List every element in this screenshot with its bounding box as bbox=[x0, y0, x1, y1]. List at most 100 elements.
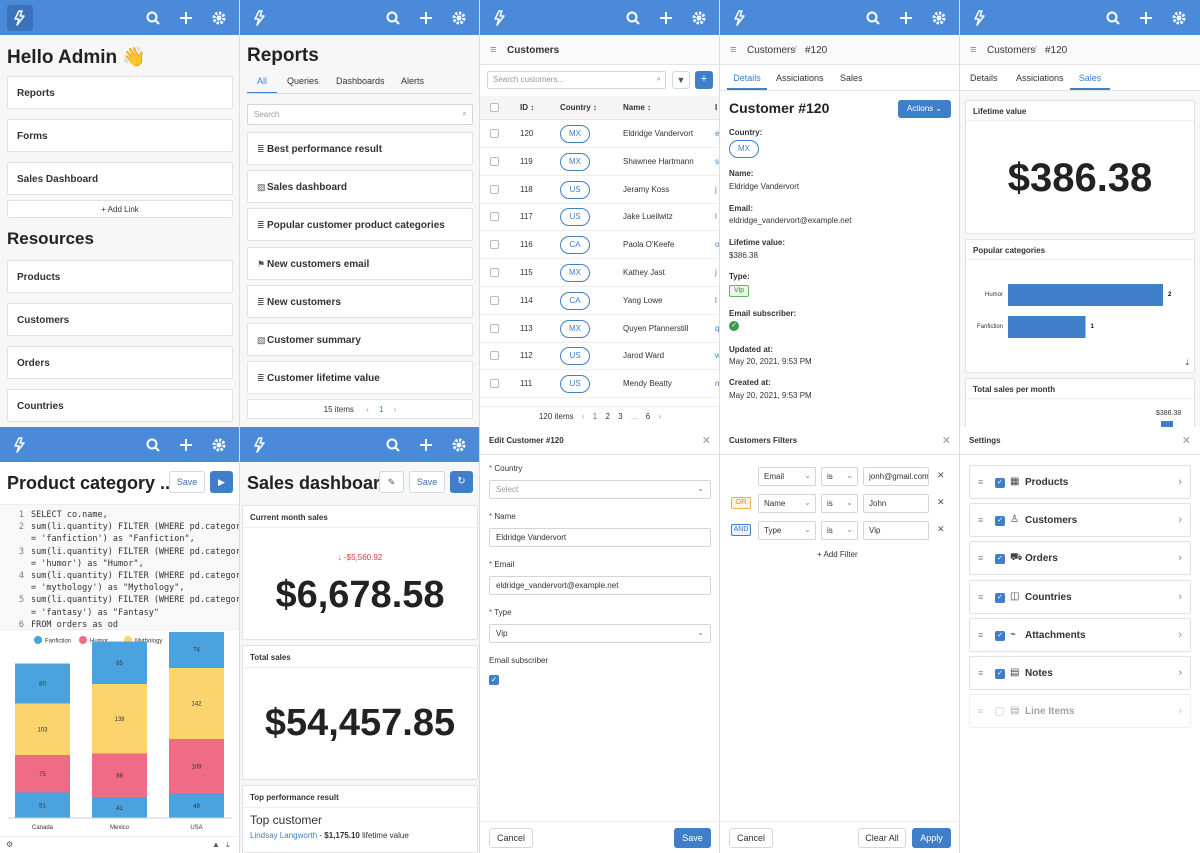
table-row[interactable]: 120 MX Eldridge Vandervort e bbox=[480, 120, 720, 148]
settings-checkbox[interactable]: ✓ bbox=[995, 592, 1005, 603]
row-checkbox[interactable] bbox=[490, 351, 499, 361]
plus-icon[interactable] bbox=[418, 437, 434, 453]
gear-icon[interactable] bbox=[1171, 10, 1187, 26]
chevron-right-icon[interactable]: › bbox=[1178, 552, 1182, 565]
tab-queries[interactable]: Queries bbox=[287, 76, 319, 86]
bell-icon[interactable]: ▲ bbox=[212, 840, 220, 849]
link-reports[interactable]: Reports bbox=[7, 76, 233, 109]
settings-checkbox[interactable]: ✓ bbox=[995, 669, 1005, 679]
drag-handle-icon[interactable]: ≡ bbox=[978, 706, 984, 717]
page-1[interactable]: 1 bbox=[592, 412, 598, 421]
bolt-icon[interactable] bbox=[247, 5, 273, 31]
cell-email[interactable]: j bbox=[715, 268, 717, 277]
cancel-button[interactable]: Cancel bbox=[489, 828, 533, 848]
download-icon[interactable]: ⤓ bbox=[1185, 358, 1189, 367]
table-row[interactable]: 116 CA Paola O'Keefe o bbox=[480, 231, 719, 260]
menu-icon[interactable]: ≡ bbox=[490, 44, 497, 56]
cell-email[interactable]: e bbox=[715, 129, 720, 138]
cell-email[interactable]: j bbox=[715, 184, 717, 194]
gear-icon[interactable]: ⚙ bbox=[6, 840, 14, 849]
resource-orders[interactable]: Orders bbox=[7, 346, 233, 379]
tab-sales[interactable]: Sales bbox=[1070, 73, 1110, 90]
settings-item[interactable]: ≡ ✓ ⛟ Orders › bbox=[969, 541, 1191, 576]
next-page-icon[interactable]: › bbox=[658, 412, 662, 421]
page-1[interactable]: 1 bbox=[379, 405, 384, 414]
save-button[interactable]: Save bbox=[169, 471, 205, 493]
breadcrumb-resource[interactable]: Customers bbox=[987, 45, 1036, 56]
breadcrumb-resource[interactable]: Customers bbox=[747, 45, 796, 56]
settings-checkbox[interactable]: ✓ bbox=[995, 554, 1005, 565]
settings-checkbox[interactable]: ✓ bbox=[995, 478, 1005, 488]
tab-alerts[interactable]: Alerts bbox=[401, 76, 425, 86]
filter-field-select[interactable]: Name ⌄ bbox=[758, 494, 816, 513]
cell-email[interactable]: l bbox=[715, 212, 717, 222]
cell-email[interactable]: q bbox=[715, 323, 720, 333]
drag-handle-icon[interactable]: ≡ bbox=[978, 629, 984, 640]
gear-icon[interactable] bbox=[211, 10, 227, 26]
close-icon[interactable]: ✕ bbox=[941, 435, 951, 447]
table-row[interactable]: 111 US Mendy Beatty m bbox=[480, 370, 719, 399]
report-item[interactable]: ⚑ New customers email bbox=[247, 246, 473, 280]
settings-item[interactable]: ≡ ✓ ▤ Notes › bbox=[969, 656, 1191, 690]
chevron-right-icon[interactable]: › bbox=[1178, 667, 1182, 679]
run-button[interactable]: ▶ bbox=[210, 471, 233, 493]
page-6[interactable]: 6 bbox=[645, 412, 651, 421]
resource-customers[interactable]: Customers bbox=[7, 303, 233, 336]
cell-email[interactable]: m bbox=[715, 379, 719, 388]
cancel-button[interactable]: Cancel bbox=[729, 828, 773, 848]
email-input[interactable]: eldridge_vandervort@example.net bbox=[489, 576, 711, 595]
add-customer-button[interactable]: + bbox=[695, 71, 713, 89]
add-filter-button[interactable]: + Add Filter bbox=[817, 550, 858, 559]
chevron-right-icon[interactable]: › bbox=[1178, 590, 1182, 603]
row-checkbox[interactable] bbox=[490, 240, 499, 250]
tab-all[interactable]: All bbox=[247, 76, 277, 94]
page-2[interactable]: 2 bbox=[605, 412, 610, 421]
remove-filter-icon[interactable]: ✕ bbox=[937, 470, 945, 480]
chevron-right-icon[interactable]: › bbox=[1178, 628, 1182, 641]
col-name[interactable]: Name ↕ bbox=[623, 103, 652, 112]
top-customer-link[interactable]: Lindsay Langworth bbox=[250, 831, 318, 840]
row-checkbox[interactable] bbox=[490, 268, 499, 277]
plus-icon[interactable] bbox=[418, 10, 434, 26]
row-checkbox[interactable] bbox=[490, 323, 499, 333]
chevron-right-icon[interactable]: › bbox=[1178, 705, 1182, 718]
bolt-icon[interactable] bbox=[967, 5, 993, 31]
tab-details[interactable]: Details bbox=[727, 73, 767, 90]
filter-field-select[interactable]: Type ⌄ bbox=[758, 521, 816, 540]
tab-sales[interactable]: Sales bbox=[840, 73, 863, 83]
download-icon[interactable]: ⤓ bbox=[226, 840, 230, 849]
cell-email[interactable]: w bbox=[715, 351, 719, 360]
gear-icon[interactable] bbox=[451, 437, 467, 453]
resource-countries[interactable]: Countries bbox=[7, 389, 233, 422]
settings-item[interactable]: ≡ ✓ ◫ Countries › bbox=[969, 579, 1191, 614]
search-icon[interactable] bbox=[385, 437, 401, 453]
settings-item[interactable]: ≡ ✓ ⌁ Attachments › bbox=[969, 617, 1191, 652]
search-icon[interactable] bbox=[625, 10, 641, 26]
bolt-icon[interactable] bbox=[247, 432, 273, 458]
table-row[interactable]: 112 US Jarod Ward w bbox=[480, 342, 719, 371]
prev-page-icon[interactable]: ‹ bbox=[366, 405, 369, 414]
table-row[interactable]: 117 US Jake Lueilwitz l bbox=[480, 203, 719, 232]
filter-operator-select[interactable]: is ⌄ bbox=[821, 521, 858, 540]
tab-details[interactable]: Details bbox=[970, 73, 998, 83]
filter-conjunction[interactable]: AND bbox=[731, 524, 751, 536]
settings-checkbox[interactable]: ✓ bbox=[995, 630, 1005, 641]
chevron-right-icon[interactable]: › bbox=[1178, 476, 1182, 488]
actions-button[interactable]: Actions ⌄ bbox=[898, 100, 951, 118]
refresh-button[interactable]: ↻ bbox=[450, 471, 473, 493]
customers-search-input[interactable]: Search customers... ⌕ bbox=[487, 71, 666, 89]
search-icon[interactable] bbox=[385, 10, 401, 26]
bolt-icon[interactable] bbox=[727, 5, 753, 31]
table-row[interactable]: 119 MX Shawnee Hartmann s bbox=[480, 148, 719, 176]
clear-all-button[interactable]: Clear All bbox=[858, 828, 906, 848]
sql-editor[interactable]: 1 2 3 4 5 6 SELECT co.name, sum(li.quantity) F… bbox=[0, 504, 239, 630]
resource-products[interactable]: Products bbox=[7, 260, 233, 293]
gear-icon[interactable] bbox=[691, 10, 707, 26]
drag-handle-icon[interactable]: ≡ bbox=[978, 591, 984, 602]
add-link-button[interactable]: + Add Link bbox=[7, 200, 233, 218]
plus-icon[interactable] bbox=[178, 10, 194, 26]
search-input[interactable]: Search ⌕ bbox=[247, 104, 473, 125]
close-icon[interactable]: ✕ bbox=[701, 435, 711, 447]
col-country[interactable]: Country ↕ bbox=[560, 103, 597, 112]
page-3[interactable]: 3 bbox=[618, 412, 623, 421]
